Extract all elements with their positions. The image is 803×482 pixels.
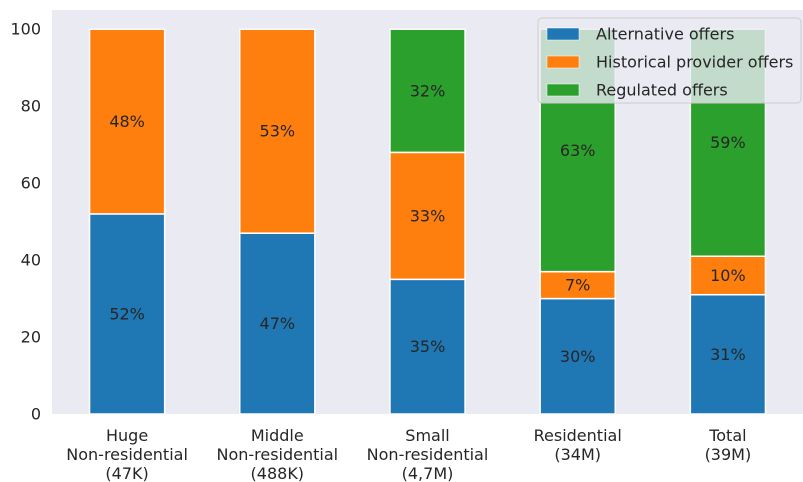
- y-tick-label: 80: [21, 97, 41, 116]
- x-tick-label: Residential: [534, 426, 622, 445]
- data-label: 33%: [410, 206, 446, 225]
- x-tick-label: (34M): [554, 445, 601, 464]
- data-label: 63%: [560, 141, 596, 160]
- x-tick-label: Non-residential: [367, 445, 489, 464]
- legend-label: Alternative offers: [596, 25, 734, 44]
- x-tick-label: Non-residential: [66, 445, 188, 464]
- x-tick-label: (39M): [705, 445, 752, 464]
- legend-frame: [537, 17, 802, 104]
- bar-segment: [88, 28, 166, 215]
- bars: 52% 48% 47% 53% 35% 33% 32% 30% 7% 63% 31% 10% 59%: [88, 28, 767, 415]
- data-label: 47%: [260, 314, 296, 333]
- data-label: 53%: [260, 122, 296, 141]
- y-axis: 0 20 40 60 80 100: [10, 20, 41, 424]
- x-tick-label: Middle: [251, 426, 304, 445]
- x-tick-label: Small: [405, 426, 449, 445]
- x-tick-label: Non-residential: [216, 445, 338, 464]
- data-label: 32%: [410, 81, 446, 100]
- y-tick-label: 100: [10, 20, 41, 39]
- legend-swatch: [546, 83, 580, 97]
- bar-segment: [239, 232, 316, 415]
- data-label: 30%: [560, 347, 596, 366]
- bar-segment: [539, 270, 617, 300]
- y-tick-label: 60: [21, 174, 41, 193]
- bar-segment: [539, 297, 617, 415]
- data-label: 10%: [710, 266, 746, 285]
- legend-label: Regulated offers: [596, 81, 728, 100]
- x-axis: HugeNon-residential(47K)MiddleNon-reside…: [66, 426, 751, 482]
- legend-swatch: [546, 27, 580, 41]
- bar-segment: [389, 278, 466, 415]
- x-tick-label: Huge: [106, 426, 148, 445]
- legend-label: Historical provider offers: [596, 53, 793, 72]
- x-tick-label: Total: [708, 426, 746, 445]
- legend: Alternative offers Historical provider of…: [537, 17, 802, 104]
- data-label: 59%: [710, 133, 746, 152]
- data-label: 48%: [109, 112, 145, 131]
- y-tick-label: 0: [31, 405, 41, 424]
- data-label: 35%: [410, 337, 446, 356]
- y-tick-label: 20: [21, 328, 41, 347]
- legend-swatch: [546, 55, 580, 69]
- bar-segment: [389, 151, 466, 281]
- x-tick-label: (4,7M): [402, 464, 454, 482]
- data-label: 7%: [565, 276, 590, 295]
- x-tick-label: (488K): [251, 464, 305, 482]
- bar-segment: [239, 28, 316, 234]
- bar-segment: [88, 213, 166, 415]
- data-label: 52%: [109, 304, 145, 323]
- y-tick-label: 40: [21, 251, 41, 270]
- x-tick-label: (47K): [105, 464, 148, 482]
- bar-segment: [689, 255, 767, 296]
- bar-segment: [689, 293, 767, 415]
- data-label: 31%: [710, 345, 746, 364]
- bar-segment: [389, 28, 466, 154]
